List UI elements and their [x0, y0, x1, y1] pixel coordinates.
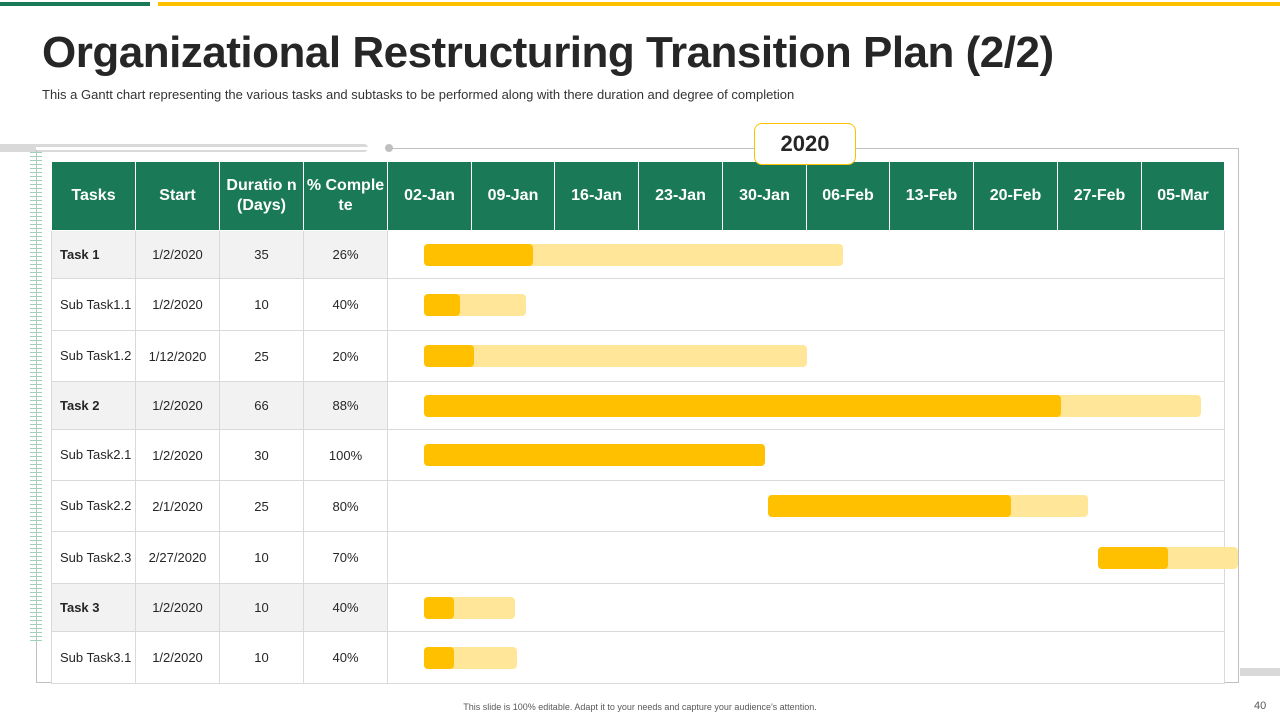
- task-start: 1/2/2020: [135, 230, 220, 279]
- timeline-cell: [387, 631, 1225, 684]
- task-name: Sub Task2.1: [51, 429, 136, 481]
- timeline-label: 05-Mar: [1141, 161, 1225, 231]
- task-start: 2/1/2020: [135, 480, 220, 532]
- timeline-cell: [387, 330, 1225, 382]
- page-subtitle: This a Gantt chart representing the vari…: [42, 87, 795, 102]
- task-duration: 25: [219, 330, 304, 382]
- timeline-cell: [387, 278, 1225, 331]
- task-start: 1/2/2020: [135, 278, 220, 331]
- decorative-hatch: [30, 152, 42, 642]
- timeline-label: 20-Feb: [973, 161, 1058, 231]
- task-complete: 88%: [303, 381, 388, 430]
- task-start: 1/2/2020: [135, 583, 220, 632]
- table-row: Sub Task1.2 1/12/2020 25 20%: [51, 330, 1225, 382]
- header-duration: Duratio n (Days): [219, 161, 304, 231]
- table-row: Sub Task3.1 1/2/2020 10 40%: [51, 631, 1225, 684]
- task-name: Sub Task1.1: [51, 278, 136, 331]
- header-tasks: Tasks: [51, 161, 136, 231]
- footer-note: This slide is 100% editable. Adapt it to…: [463, 702, 817, 712]
- task-duration: 10: [219, 531, 304, 584]
- timeline-cell: [387, 381, 1225, 430]
- timeline-cell: [387, 429, 1225, 481]
- top-accent-yellow: [158, 2, 1280, 6]
- table-row: Sub Task2.1 1/2/2020 30 100%: [51, 429, 1225, 481]
- table-row: Task 2 1/2/2020 66 88%: [51, 381, 1225, 430]
- task-start: 2/27/2020: [135, 531, 220, 584]
- gantt-table: Tasks Start Duratio n (Days) % Comple te…: [51, 161, 1225, 684]
- task-complete: 20%: [303, 330, 388, 382]
- task-name: Sub Task2.3: [51, 531, 136, 584]
- task-complete: 70%: [303, 531, 388, 584]
- task-duration: 25: [219, 480, 304, 532]
- page-number: 40: [1254, 700, 1267, 712]
- page-title: Organizational Restructuring Transition …: [42, 28, 1054, 77]
- task-complete: 100%: [303, 429, 388, 481]
- timeline-label: 09-Jan: [471, 161, 555, 231]
- timeline-cell: [387, 531, 1225, 584]
- task-name: Task 3: [51, 583, 136, 632]
- task-duration: 10: [219, 278, 304, 331]
- task-complete: 40%: [303, 278, 388, 331]
- task-name: Task 2: [51, 381, 136, 430]
- header-row: Tasks Start Duratio n (Days) % Comple te…: [51, 161, 1225, 231]
- table-row: Sub Task2.2 2/1/2020 25 80%: [51, 480, 1225, 532]
- task-name: Sub Task1.2: [51, 330, 136, 382]
- frame-gap: [36, 147, 389, 150]
- task-start: 1/2/2020: [135, 429, 220, 481]
- header-start: Start: [135, 161, 220, 231]
- task-complete: 80%: [303, 480, 388, 532]
- timeline-label: 06-Feb: [806, 161, 890, 231]
- timeline-label: 16-Jan: [554, 161, 639, 231]
- timeline-label: 27-Feb: [1057, 161, 1142, 231]
- task-complete: 40%: [303, 631, 388, 684]
- timeline-cell: [387, 583, 1225, 632]
- header-complete: % Comple te: [303, 161, 388, 231]
- task-name: Sub Task3.1: [51, 631, 136, 684]
- table-row: Task 1 1/2/2020 35 26%: [51, 230, 1225, 279]
- task-start: 1/2/2020: [135, 381, 220, 430]
- table-row: Sub Task2.3 2/27/2020 10 70%: [51, 531, 1225, 584]
- task-duration: 35: [219, 230, 304, 279]
- timeline-label: 23-Jan: [638, 161, 723, 231]
- task-complete: 40%: [303, 583, 388, 632]
- decorative-bar-right: [1240, 668, 1280, 676]
- table-row: Task 3 1/2/2020 10 40%: [51, 583, 1225, 632]
- table-row: Sub Task1.1 1/2/2020 10 40%: [51, 278, 1225, 331]
- task-complete: 26%: [303, 230, 388, 279]
- task-start: 1/2/2020: [135, 631, 220, 684]
- timeline-label: 13-Feb: [889, 161, 974, 231]
- timeline-cell: [387, 230, 1225, 279]
- timeline-label: 02-Jan: [387, 161, 472, 231]
- task-duration: 10: [219, 583, 304, 632]
- top-accent-green: [0, 2, 150, 6]
- frame-dot: [385, 144, 393, 152]
- task-duration: 66: [219, 381, 304, 430]
- timeline-label: 30-Jan: [722, 161, 807, 231]
- task-duration: 30: [219, 429, 304, 481]
- timeline-cell: [387, 480, 1225, 532]
- task-duration: 10: [219, 631, 304, 684]
- task-start: 1/12/2020: [135, 330, 220, 382]
- year-badge: 2020: [754, 123, 856, 165]
- task-name: Task 1: [51, 230, 136, 279]
- task-name: Sub Task2.2: [51, 480, 136, 532]
